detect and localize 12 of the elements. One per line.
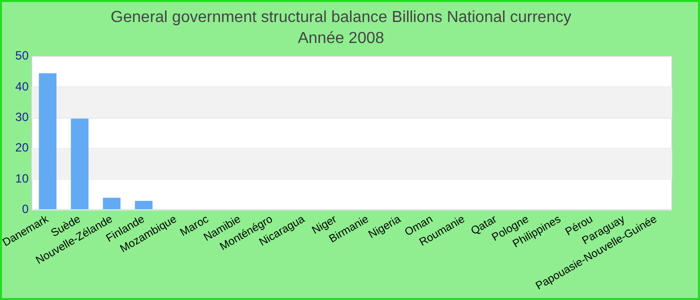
y-tick-label: 30 <box>15 110 29 124</box>
chart-title: General government structural balance Billions National currency <box>110 9 572 26</box>
y-tick-label: 10 <box>15 171 29 186</box>
y-tick-label: 0 <box>22 202 29 216</box>
bar <box>38 73 56 210</box>
y-tick-label: 20 <box>15 140 29 155</box>
chart-subtitle: Année 2008 <box>298 30 384 48</box>
bar <box>102 198 121 210</box>
bar <box>70 118 88 210</box>
y-tick-label: 40 <box>15 79 29 94</box>
bar <box>134 200 153 210</box>
y-tick-label: 50 <box>15 48 29 63</box>
